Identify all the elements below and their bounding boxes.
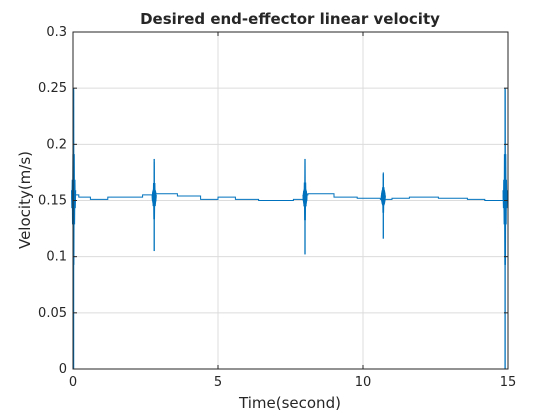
spike-oscillation (502, 90, 508, 265)
velocity-spike (502, 88, 508, 369)
spike-core (71, 188, 76, 207)
chart-title: Desired end-effector linear velocity (140, 10, 440, 28)
y-tick-label: 0.2 (46, 137, 67, 152)
y-tick-label: 0.3 (46, 25, 67, 40)
y-tick-label: 0.1 (46, 250, 67, 265)
velocity-spike (380, 172, 386, 239)
y-tick-label: 0 (59, 362, 67, 377)
x-tick-label: 15 (500, 375, 517, 390)
spike-core (151, 188, 157, 207)
velocity-spike (151, 158, 157, 252)
tick-layer: 0 5 10 15 0 0.05 0.1 0.15 0.2 0.25 0.3 (38, 25, 516, 390)
spike-core (302, 188, 308, 207)
velocity-spike (302, 158, 308, 255)
velocity-spike (71, 88, 77, 369)
y-tick-label: 0.05 (38, 306, 67, 321)
spike-core (380, 188, 386, 207)
series-layer (71, 88, 508, 369)
x-tick-label: 5 (214, 375, 222, 390)
velocity-line (73, 193, 506, 201)
y-tick-label: 0.15 (38, 194, 67, 209)
x-tick-label: 10 (355, 375, 372, 390)
spike-core (502, 188, 508, 207)
y-tick-label: 0.25 (38, 81, 67, 96)
spike-oscillation (71, 90, 77, 265)
x-tick-label: 0 (69, 375, 77, 390)
x-axis-label: Time(second) (238, 394, 341, 412)
y-axis-label: Velocity(m/s) (16, 151, 34, 249)
